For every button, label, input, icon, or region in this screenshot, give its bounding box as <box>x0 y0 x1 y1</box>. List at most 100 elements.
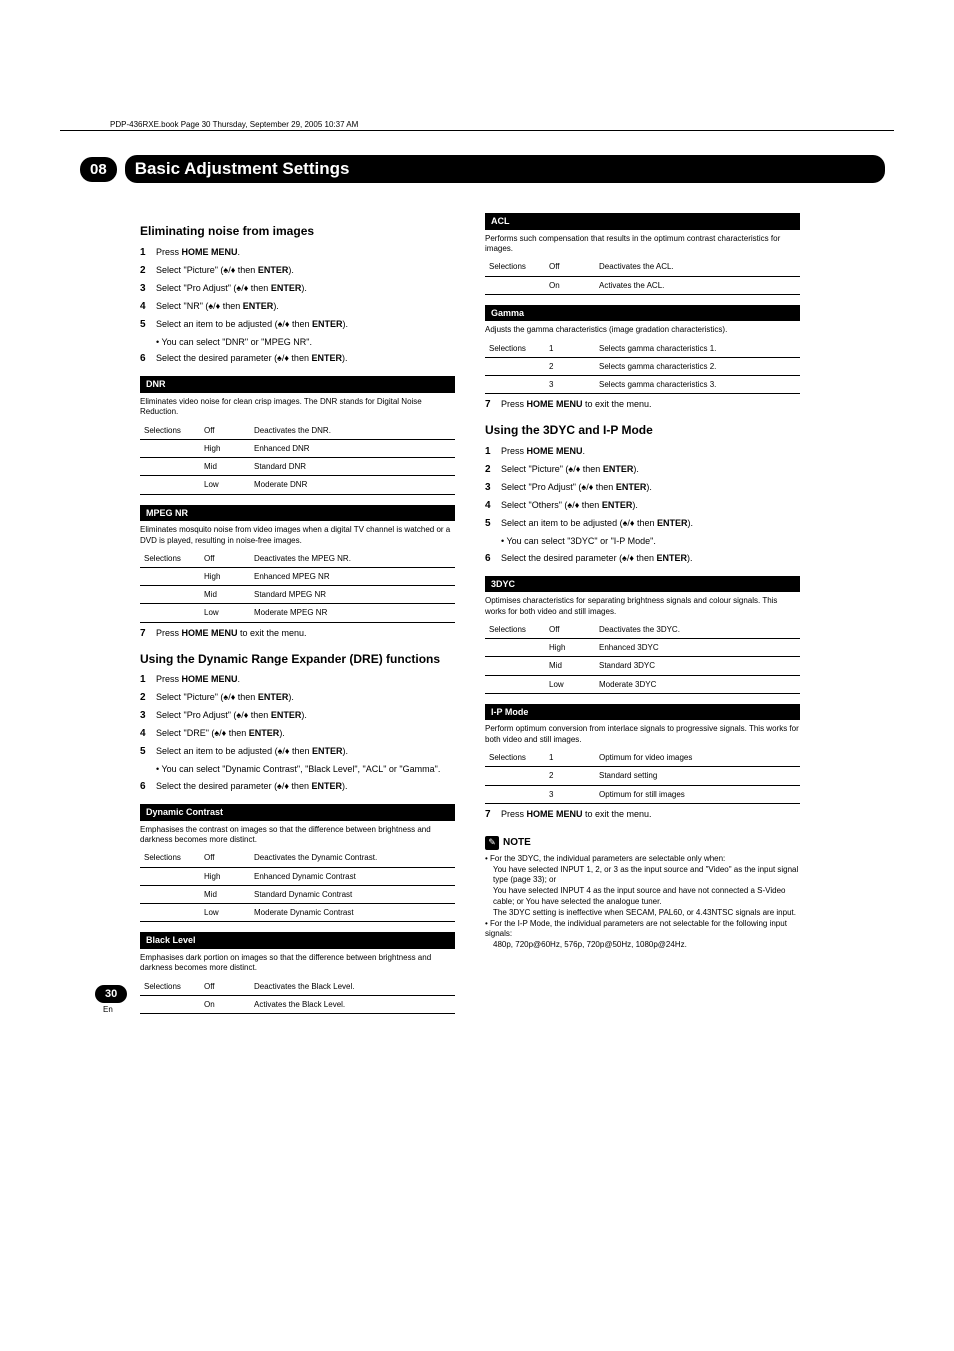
step: 5Select an item to be adjusted (♠/♦ then… <box>485 517 800 531</box>
table-cell: Standard setting <box>595 767 800 785</box>
step: 1Press HOME MENU. <box>140 673 455 687</box>
step: 4Select "Others" (♠/♦ then ENTER). <box>485 499 800 513</box>
step-num: 4 <box>140 727 156 741</box>
left-column: Eliminating noise from images 1Press HOM… <box>140 213 455 1014</box>
step-text: Select "Pro Adjust" (♠/♦ then ENTER). <box>156 282 455 296</box>
table-row: MidStandard MPEG NR <box>140 586 455 604</box>
pencil-icon: ✎ <box>485 836 499 850</box>
bl-header: Black Level <box>140 932 455 949</box>
table-row: SelectionsOffDeactivates the Dynamic Con… <box>140 849 455 867</box>
table-cell: Mid <box>200 586 250 604</box>
section-title-3dyc: Using the 3DYC and I-P Mode <box>485 422 800 439</box>
step: 5Select an item to be adjusted (♠/♦ then… <box>140 318 455 332</box>
dnr-desc: Eliminates video noise for clean crisp i… <box>140 397 455 418</box>
table-row: Selections1Optimum for video images <box>485 749 800 767</box>
step-num: 1 <box>140 246 156 260</box>
acl-table: SelectionsOffDeactivates the ACL.OnActiv… <box>485 258 800 294</box>
table-cell: Low <box>200 903 250 921</box>
step-text: Select an item to be adjusted (♠/♦ then … <box>156 318 455 332</box>
table-row: SelectionsOffDeactivates the 3DYC. <box>485 621 800 639</box>
table-cell: Selects gamma characteristics 2. <box>595 357 800 375</box>
step: 4Select "NR" (♠/♦ then ENTER). <box>140 300 455 314</box>
table-cell: Moderate DNR <box>250 476 455 494</box>
table-cell: Standard DNR <box>250 458 455 476</box>
ip-header: I-P Mode <box>485 704 800 721</box>
table-row: 2Standard setting <box>485 767 800 785</box>
acl-header: ACL <box>485 213 800 230</box>
table-cell <box>485 767 545 785</box>
table-cell: Enhanced 3DYC <box>595 639 800 657</box>
table-cell: Selections <box>140 978 200 996</box>
step-num: 2 <box>140 691 156 705</box>
table-cell: Off <box>545 621 595 639</box>
dc-table: SelectionsOffDeactivates the Dynamic Con… <box>140 849 455 922</box>
step: 3Select "Pro Adjust" (♠/♦ then ENTER). <box>140 709 455 723</box>
table-row: SelectionsOffDeactivates the DNR. <box>140 422 455 440</box>
table-cell: Off <box>200 550 250 568</box>
chapter-title: Basic Adjustment Settings <box>125 155 885 183</box>
dnr-table: SelectionsOffDeactivates the DNR.HighEnh… <box>140 422 455 495</box>
table-cell: Enhanced DNR <box>250 439 455 457</box>
step-text: Select an item to be adjusted (♠/♦ then … <box>501 517 800 531</box>
header-rule <box>60 130 894 131</box>
step-num: 6 <box>140 780 156 794</box>
table-cell <box>485 785 545 803</box>
table-cell: Selections <box>485 258 545 276</box>
table-cell: Selections <box>140 849 200 867</box>
table-cell: Selects gamma characteristics 1. <box>595 340 800 358</box>
table-cell <box>140 458 200 476</box>
dyc-desc: Optimises characteristics for separating… <box>485 596 800 617</box>
dnr-header: DNR <box>140 376 455 393</box>
step-text: Select "Picture" (♠/♦ then ENTER). <box>156 691 455 705</box>
table-row: MidStandard 3DYC <box>485 657 800 675</box>
note-heading: ✎ NOTE <box>485 836 531 850</box>
table-cell: Deactivates the ACL. <box>595 258 800 276</box>
section-title: Eliminating noise from images <box>140 223 455 240</box>
step-num: 3 <box>140 709 156 723</box>
note-body: • For the 3DYC, the individual parameter… <box>485 854 800 951</box>
table-cell: On <box>200 995 250 1013</box>
table-cell: Standard MPEG NR <box>250 586 455 604</box>
bl-table: SelectionsOffDeactivates the Black Level… <box>140 978 455 1014</box>
table-cell: Off <box>200 422 250 440</box>
step-text: Press HOME MENU. <box>156 246 455 260</box>
table-cell: High <box>200 867 250 885</box>
bl-desc: Emphasises dark portion on images so tha… <box>140 953 455 974</box>
step-num: 6 <box>485 552 501 566</box>
table-cell: High <box>200 439 250 457</box>
table-cell: Selections <box>485 749 545 767</box>
table-cell: Standard Dynamic Contrast <box>250 885 455 903</box>
table-cell: Standard 3DYC <box>595 657 800 675</box>
step-num: 6 <box>140 352 156 366</box>
table-row: OnActivates the ACL. <box>485 276 800 294</box>
table-row: LowModerate MPEG NR <box>140 604 455 622</box>
table-cell <box>485 376 545 394</box>
table-cell: 3 <box>545 376 595 394</box>
table-row: 2Selects gamma characteristics 2. <box>485 357 800 375</box>
step-num: 2 <box>140 264 156 278</box>
step-text: Press HOME MENU. <box>501 445 800 459</box>
step-text: Select "Pro Adjust" (♠/♦ then ENTER). <box>501 481 800 495</box>
table-cell <box>485 675 545 693</box>
step-num: 5 <box>485 517 501 531</box>
step-text: Select "NR" (♠/♦ then ENTER). <box>156 300 455 314</box>
step-num: 5 <box>140 745 156 759</box>
table-cell: Selects gamma characteristics 3. <box>595 376 800 394</box>
table-cell: Deactivates the Black Level. <box>250 978 455 996</box>
step-text: Select the desired parameter (♠/♦ then E… <box>156 780 455 794</box>
step-num: 7 <box>485 808 501 822</box>
step-text: Select the desired parameter (♠/♦ then E… <box>501 552 800 566</box>
table-cell <box>485 639 545 657</box>
step-text: Select "Picture" (♠/♦ then ENTER). <box>501 463 800 477</box>
table-cell <box>140 885 200 903</box>
step: 6Select the desired parameter (♠/♦ then … <box>140 352 455 366</box>
table-cell: Low <box>200 604 250 622</box>
acl-desc: Performs such compensation that results … <box>485 234 800 255</box>
table-cell: Off <box>200 978 250 996</box>
step: 2Select "Picture" (♠/♦ then ENTER). <box>140 264 455 278</box>
table-cell: Enhanced Dynamic Contrast <box>250 867 455 885</box>
step-bullet: • You can select "3DYC" or "I-P Mode". <box>501 535 800 548</box>
table-row: SelectionsOffDeactivates the Black Level… <box>140 978 455 996</box>
step-text: Select "DRE" (♠/♦ then ENTER). <box>156 727 455 741</box>
table-cell: Mid <box>545 657 595 675</box>
